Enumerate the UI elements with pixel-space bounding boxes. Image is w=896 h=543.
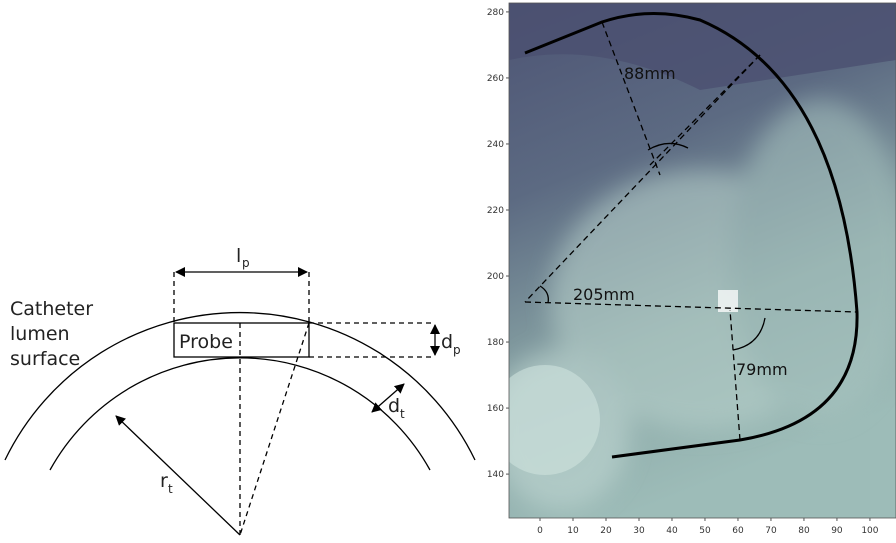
label: l <box>236 245 241 267</box>
dash <box>240 323 309 535</box>
label-sub: p <box>453 343 461 357</box>
y-tick-label: 260 <box>487 74 504 84</box>
y-tick-label: 280 <box>487 8 504 18</box>
x-tick-label: 100 <box>861 526 878 536</box>
x-tick-label: 20 <box>600 526 612 536</box>
label-sub: p <box>242 256 250 270</box>
x-tick-label: 40 <box>666 526 678 536</box>
x-tick-label: 70 <box>765 526 777 536</box>
annotation: 88mm <box>624 64 676 83</box>
x-tick-label: 10 <box>567 526 579 536</box>
xray-plot: 88mm 205mm 79mm 0 10 20 30 40 50 60 70 80 90 100 14… <box>487 3 896 536</box>
rt-arrow <box>116 416 240 535</box>
x-tick-label: 80 <box>798 526 810 536</box>
annotation: 205mm <box>573 285 635 304</box>
x-tick-label: 90 <box>831 526 843 536</box>
y-tick-label: 240 <box>487 140 504 150</box>
label: d <box>388 395 400 417</box>
annotation: 79mm <box>736 360 788 379</box>
x-tick-label: 60 <box>732 526 744 536</box>
y-tick-label: 200 <box>487 272 504 282</box>
label: r <box>160 470 168 492</box>
label: lumen <box>10 323 70 345</box>
xray-image <box>490 3 896 518</box>
y-tick-label: 180 <box>487 338 504 348</box>
label: Catheter <box>10 298 93 320</box>
figure: l p Catheter lumen surface Probe d p d t… <box>0 0 896 543</box>
x-tick-label: 50 <box>699 526 711 536</box>
label-sub: t <box>168 482 173 496</box>
label: Probe <box>179 331 233 353</box>
x-tick-label: 0 <box>537 526 543 536</box>
label: d <box>441 331 453 353</box>
y-tick-label: 140 <box>487 470 504 480</box>
label-sub: t <box>400 407 405 421</box>
label: surface <box>10 348 80 370</box>
y-tick-label: 160 <box>487 404 504 414</box>
x-tick-label: 30 <box>633 526 645 536</box>
y-tick-label: 220 <box>487 206 504 216</box>
